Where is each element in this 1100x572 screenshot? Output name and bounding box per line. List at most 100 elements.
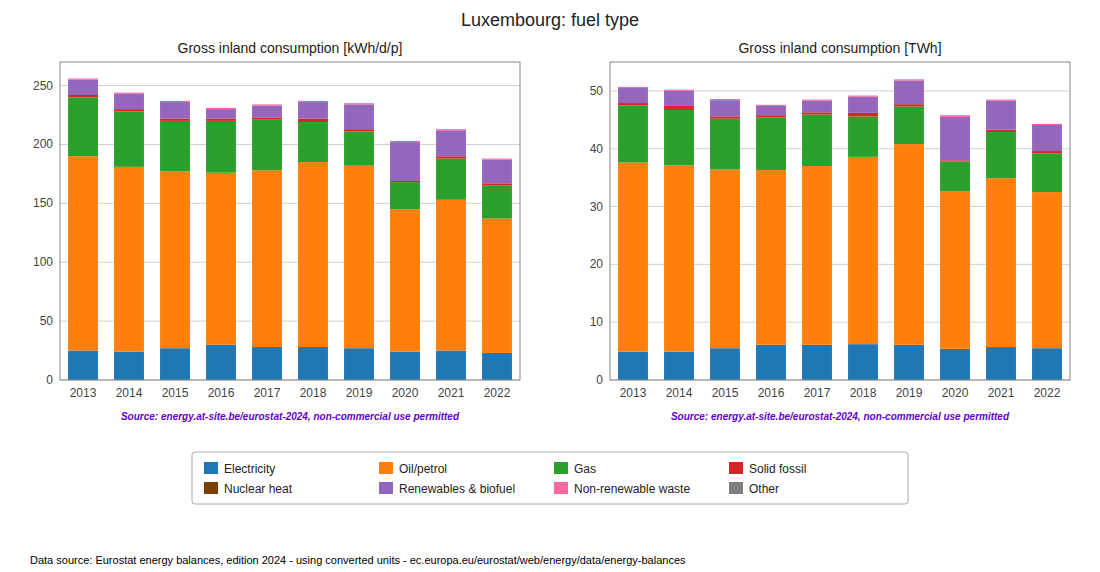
x-tick-label: 2020 bbox=[942, 386, 969, 400]
y-tick-label: 40 bbox=[590, 142, 604, 156]
bar-segment bbox=[664, 106, 694, 110]
figure: Luxembourg: fuel type0501001502002502013… bbox=[0, 0, 1100, 572]
bar-segment bbox=[710, 99, 740, 100]
x-tick-label: 2014 bbox=[666, 386, 693, 400]
legend-swatch bbox=[554, 462, 568, 474]
bar-segment bbox=[710, 100, 740, 116]
legend-label: Gas bbox=[574, 462, 596, 476]
grid-line bbox=[60, 85, 520, 86]
bar-segment bbox=[206, 107, 236, 108]
legend-swatch bbox=[729, 462, 743, 474]
bar-segment bbox=[710, 119, 740, 170]
bar-segment bbox=[390, 209, 420, 352]
bar-segment bbox=[756, 345, 786, 380]
bar-segment bbox=[756, 170, 786, 345]
bar-segment bbox=[390, 182, 420, 209]
bar-segment bbox=[160, 100, 190, 101]
x-tick-label: 2015 bbox=[712, 386, 739, 400]
x-tick-label: 2022 bbox=[484, 386, 511, 400]
bar-segment bbox=[1032, 123, 1062, 124]
bar-segment bbox=[114, 94, 144, 109]
bar-segment bbox=[482, 160, 512, 184]
bar-segment bbox=[710, 99, 740, 100]
bar-segment bbox=[114, 92, 144, 93]
bar-segment bbox=[68, 78, 98, 79]
bar-segment bbox=[436, 129, 466, 130]
bar-segment bbox=[298, 347, 328, 380]
bar-segment bbox=[986, 347, 1016, 380]
chart: 0501001502002502013201420152016201720182… bbox=[33, 40, 520, 422]
bar-segment bbox=[756, 106, 786, 115]
y-tick-label: 50 bbox=[590, 84, 604, 98]
bar-segment bbox=[298, 102, 328, 118]
bar-segment bbox=[114, 109, 144, 111]
bar-segment bbox=[390, 142, 420, 181]
bar-segment bbox=[848, 96, 878, 97]
bar-segment bbox=[986, 99, 1016, 100]
bar-segment bbox=[68, 95, 98, 97]
bar-segment bbox=[618, 86, 648, 87]
bar-segment bbox=[802, 99, 832, 100]
bar-segment bbox=[986, 130, 1016, 132]
bar-segment bbox=[252, 104, 282, 105]
footer-note: Data source: Eurostat energy balances, e… bbox=[30, 554, 686, 566]
bar-segment bbox=[68, 156, 98, 350]
bar-segment bbox=[756, 105, 786, 106]
x-tick-label: 2021 bbox=[988, 386, 1015, 400]
bar-segment bbox=[894, 81, 924, 105]
bar-segment bbox=[710, 116, 740, 118]
bar-segment bbox=[252, 117, 282, 119]
legend-swatch bbox=[204, 462, 218, 474]
legend: ElectricityOil/petrolGasSolid fossilNucl… bbox=[192, 452, 908, 504]
bar-segment bbox=[298, 101, 328, 102]
bar-segment bbox=[68, 97, 98, 156]
bar-segment bbox=[344, 103, 374, 104]
legend-label: Nuclear heat bbox=[224, 482, 293, 496]
legend-label: Solid fossil bbox=[749, 462, 806, 476]
source-note: Source: energy.at-site.be/eurostat-2024,… bbox=[121, 411, 460, 422]
legend-frame bbox=[192, 452, 908, 504]
chart-title: Gross inland consumption [kWh/d/p] bbox=[178, 40, 403, 56]
bar-segment bbox=[252, 347, 282, 380]
bar-segment bbox=[390, 141, 420, 142]
bar-segment bbox=[206, 345, 236, 380]
bar-segment bbox=[1032, 151, 1062, 153]
bar-segment bbox=[390, 140, 420, 141]
bar-segment bbox=[160, 102, 190, 118]
bar-segment bbox=[618, 103, 648, 105]
bar-segment bbox=[986, 101, 1016, 130]
bar-segment bbox=[298, 119, 328, 123]
y-tick-label: 10 bbox=[590, 315, 604, 329]
x-tick-label: 2020 bbox=[392, 386, 419, 400]
bar-segment bbox=[618, 88, 648, 103]
bar-segment bbox=[894, 107, 924, 145]
bar-segment bbox=[160, 101, 190, 102]
bar-segment bbox=[160, 172, 190, 349]
bar-segment bbox=[298, 100, 328, 101]
bar-segment bbox=[618, 163, 648, 352]
legend-label: Electricity bbox=[224, 462, 275, 476]
bar-segment bbox=[664, 110, 694, 166]
x-tick-label: 2015 bbox=[162, 386, 189, 400]
bar-segment bbox=[114, 93, 144, 94]
bar-segment bbox=[344, 103, 374, 104]
bar-segment bbox=[482, 219, 512, 353]
bar-segment bbox=[206, 108, 236, 109]
figure-title: Luxembourg: fuel type bbox=[461, 10, 639, 30]
bar-segment bbox=[344, 166, 374, 349]
bar-segment bbox=[940, 160, 970, 161]
bar-segment bbox=[1032, 348, 1062, 380]
bar-segment bbox=[160, 121, 190, 172]
y-tick-label: 250 bbox=[33, 79, 53, 93]
bar-segment bbox=[1032, 192, 1062, 348]
x-tick-label: 2019 bbox=[896, 386, 923, 400]
bar-segment bbox=[482, 159, 512, 160]
bar-segment bbox=[1032, 153, 1062, 192]
bar-segment bbox=[802, 345, 832, 380]
x-tick-label: 2013 bbox=[70, 386, 97, 400]
bar-segment bbox=[298, 162, 328, 347]
y-tick-label: 200 bbox=[33, 137, 53, 151]
x-tick-label: 2017 bbox=[254, 386, 281, 400]
bar-segment bbox=[344, 129, 374, 131]
bar-segment bbox=[344, 104, 374, 129]
